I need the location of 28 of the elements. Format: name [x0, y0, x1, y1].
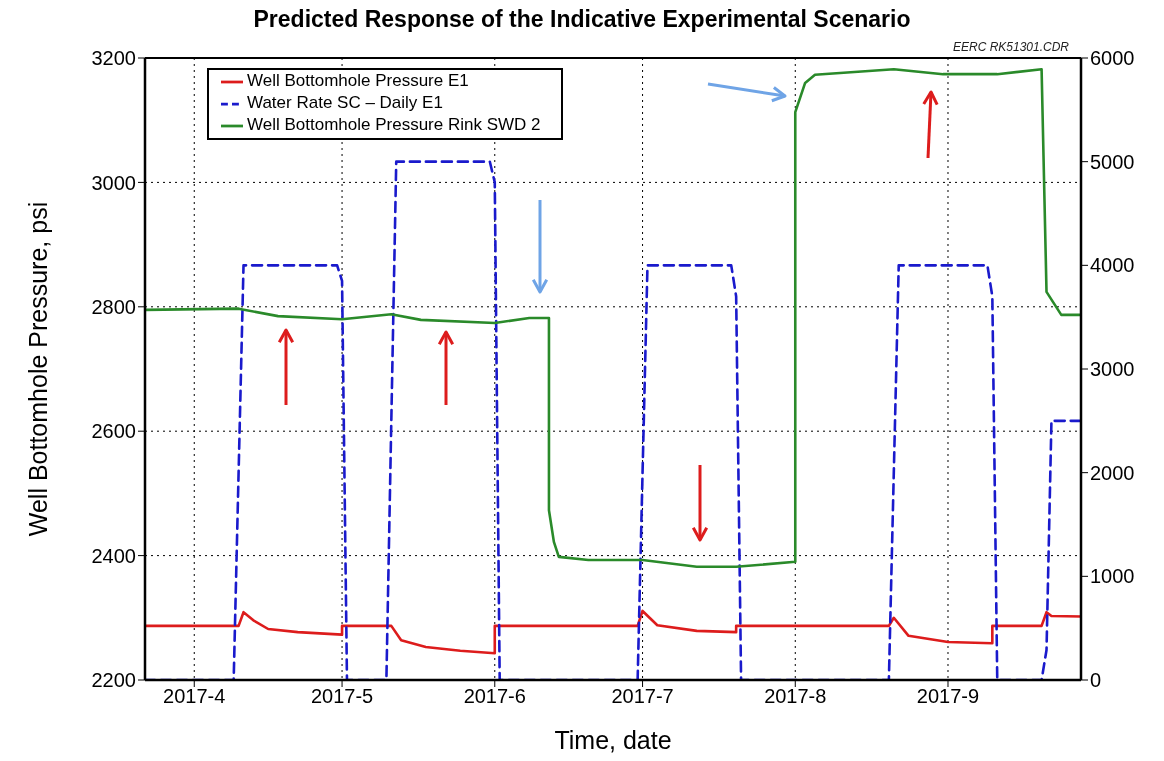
y2-tick-label: 6000 [1090, 47, 1135, 70]
y-tick-label: 2200 [91, 669, 136, 692]
y2-tick-label: 4000 [1090, 254, 1135, 277]
y-tick-label: 3000 [91, 171, 136, 194]
line-series [145, 609, 1081, 655]
x-axis-title: Time, date [554, 726, 672, 755]
y2-tick-label: 1000 [1090, 565, 1135, 588]
x-tick-label: 2017-6 [463, 685, 526, 708]
line-series [145, 67, 1081, 569]
y-axis-title: Well Bottomhole Pressure, psi [23, 201, 53, 537]
chart-title: Predicted Response of the Indicative Experimental Scenario [252, 6, 912, 33]
x-tick-label: 2017-8 [764, 685, 827, 708]
legend-label: Well Bottomhole Pressure E1 [247, 71, 469, 91]
legend-label: Water Rate SC – Daily E1 [247, 93, 443, 113]
y2-tick-label: 3000 [1090, 358, 1135, 381]
legend-label: Well Bottomhole Pressure Rink SWD 2 [247, 115, 541, 135]
y-tick-label: 2600 [91, 420, 136, 443]
x-tick-label: 2017-7 [611, 685, 674, 708]
text: EERC RK51301.CDR [952, 40, 1069, 54]
x-tick-label: 2017-5 [310, 685, 374, 708]
y-tick-label: 2800 [91, 295, 136, 318]
x-tick-label: 2017-9 [916, 685, 980, 708]
y2-tick-label: 5000 [1090, 150, 1135, 173]
x-tick-label: 2017-4 [163, 685, 226, 708]
y2-tick-label: 2000 [1090, 461, 1135, 484]
y-tick-label: 3200 [91, 47, 136, 70]
y2-tick-label: 0 [1090, 669, 1102, 692]
y-tick-label: 2400 [91, 544, 136, 567]
